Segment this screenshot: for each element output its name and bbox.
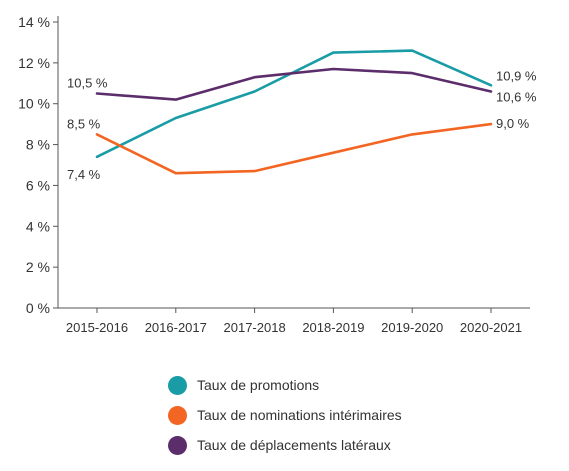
data-label: 10,9 % bbox=[496, 68, 537, 83]
y-tick-label: 14 % bbox=[18, 14, 50, 30]
y-tick-label: 12 % bbox=[18, 55, 50, 71]
y-tick-label: 10 % bbox=[18, 96, 50, 112]
data-label: 9,0 % bbox=[496, 116, 530, 131]
y-tick-label: 6 % bbox=[26, 177, 50, 193]
x-tick-label: 2020-2021 bbox=[460, 320, 522, 335]
x-tick-label: 2018-2019 bbox=[302, 320, 364, 335]
y-tick-label: 0 % bbox=[26, 300, 50, 316]
series-line-1 bbox=[95, 122, 493, 175]
x-tick-label: 2015-2016 bbox=[66, 320, 128, 335]
legend-item-promotions: Taux de promotions bbox=[168, 370, 402, 400]
data-labels: 10,5 % 8,5 % 7,4 % 10,9 % 10,6 % 9,0 % bbox=[67, 68, 537, 181]
y-tick-label: 4 % bbox=[26, 218, 50, 234]
legend: Taux de promotions Taux de nominations i… bbox=[168, 370, 402, 460]
series-line-0 bbox=[95, 49, 493, 159]
x-axis-ticks: 2015-2016 2016-2017 2017-2018 2018-2019 2019… bbox=[66, 308, 522, 335]
data-label: 10,6 % bbox=[496, 89, 537, 104]
y-axis-ticks: 0 % 2 % 4 % 6 % 8 % 10 % 12 % 14 % bbox=[18, 14, 58, 316]
legend-label: Taux de déplacements latéraux bbox=[197, 437, 391, 453]
legend-swatch-deplacements bbox=[168, 435, 187, 455]
x-tick-label: 2017-2018 bbox=[224, 320, 286, 335]
data-label: 10,5 % bbox=[67, 76, 108, 91]
legend-item-nominations: Taux de nominations intérimaires bbox=[168, 400, 402, 430]
y-tick-label: 2 % bbox=[26, 259, 50, 275]
legend-swatch-nominations bbox=[168, 405, 187, 425]
legend-swatch-promotions bbox=[168, 375, 187, 395]
data-label: 7,4 % bbox=[67, 167, 101, 182]
series-lines bbox=[95, 49, 493, 175]
legend-item-deplacements: Taux de déplacements latéraux bbox=[168, 430, 402, 460]
x-tick-label: 2019-2020 bbox=[381, 320, 443, 335]
legend-label: Taux de promotions bbox=[197, 377, 320, 393]
x-tick-label: 2016-2017 bbox=[145, 320, 207, 335]
chart-axes bbox=[57, 16, 530, 309]
y-tick-label: 8 % bbox=[26, 137, 50, 153]
data-label: 8,5 % bbox=[67, 116, 101, 131]
legend-label: Taux de nominations intérimaires bbox=[197, 407, 402, 423]
series-line-2 bbox=[95, 67, 493, 101]
